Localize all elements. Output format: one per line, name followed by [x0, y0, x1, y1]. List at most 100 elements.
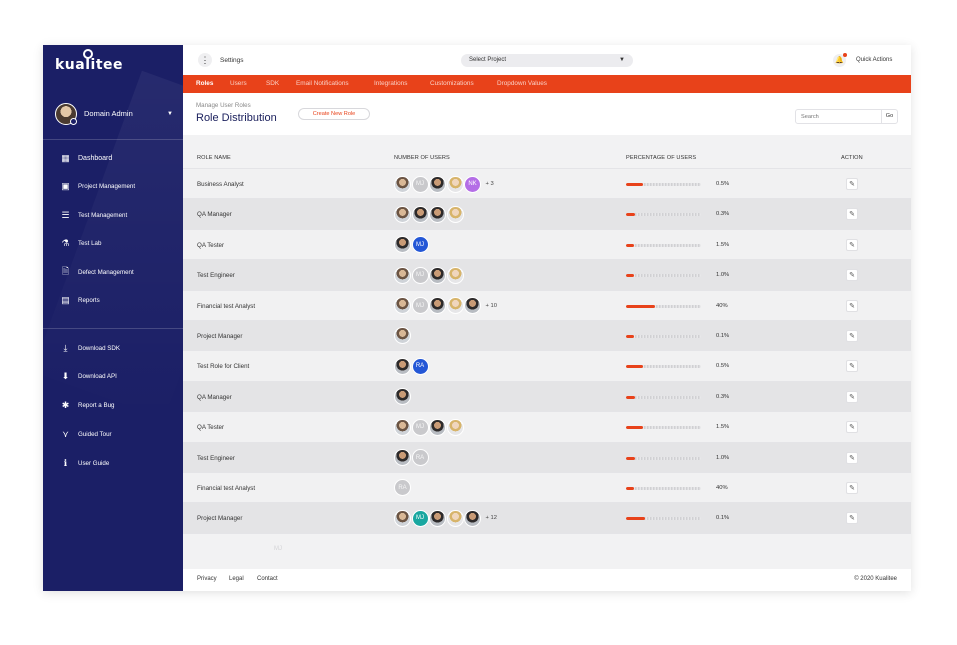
- privacy-link[interactable]: Privacy: [197, 576, 217, 582]
- table-row: Test Role for Client RA 0.5% ✎: [183, 351, 911, 382]
- tab-sdk[interactable]: SDK: [266, 80, 280, 87]
- sidebar-item-test-lab[interactable]: ⚗ Test Lab: [60, 237, 101, 251]
- avatar[interactable]: [394, 175, 411, 193]
- avatar[interactable]: RA: [411, 449, 429, 467]
- tab-email-notifications[interactable]: Email Notifications: [296, 80, 349, 87]
- edit-icon[interactable]: ✎: [846, 421, 858, 434]
- avatar[interactable]: [429, 205, 446, 223]
- edit-icon[interactable]: ✎: [846, 360, 858, 373]
- avatar[interactable]: MJ: [411, 418, 429, 436]
- edit-icon[interactable]: ✎: [846, 512, 858, 525]
- go-button[interactable]: Go: [881, 110, 897, 123]
- avatar[interactable]: [394, 509, 411, 527]
- contact-link[interactable]: Contact: [257, 576, 278, 582]
- avatar[interactable]: RA: [411, 357, 429, 375]
- avatar[interactable]: [429, 297, 446, 315]
- avatar[interactable]: [429, 509, 446, 527]
- edit-icon[interactable]: ✎: [846, 329, 858, 342]
- percentage-bar-fill: [626, 486, 634, 490]
- user-avatars: RA: [394, 357, 429, 375]
- avatar[interactable]: MJ: [411, 297, 429, 315]
- avatar[interactable]: [394, 449, 411, 467]
- avatar[interactable]: [394, 357, 411, 375]
- sidebar-item-label: Reports: [78, 297, 100, 304]
- tab-roles[interactable]: Roles: [196, 80, 214, 87]
- table-row: Financial test Analyst MJ + 10 40% ✎: [183, 290, 911, 321]
- tab-customizations[interactable]: Customizations: [430, 80, 474, 87]
- search-input[interactable]: [796, 110, 881, 123]
- project-select[interactable]: Select Project ▼: [461, 54, 633, 67]
- kualitee-logo[interactable]: kualitee: [55, 49, 123, 73]
- avatar[interactable]: [394, 327, 411, 345]
- edit-icon[interactable]: ✎: [846, 451, 858, 464]
- sidebar-divider: [43, 328, 183, 329]
- edit-icon[interactable]: ✎: [846, 178, 858, 190]
- user-menu[interactable]: Domain Admin ▼: [55, 103, 173, 125]
- sidebar-item-download-api[interactable]: ⬇ Download API: [60, 370, 117, 384]
- column-header-action: ACTION: [841, 155, 863, 161]
- avatar[interactable]: [394, 388, 411, 406]
- avatar[interactable]: [464, 297, 481, 315]
- avatar[interactable]: [429, 418, 446, 436]
- sidebar-item-dashboard[interactable]: ▦ Dashboard: [60, 151, 112, 165]
- edit-icon[interactable]: ✎: [846, 238, 858, 251]
- avatar[interactable]: [446, 205, 464, 223]
- percentage-value: 1.5%: [716, 424, 730, 431]
- sidebar-item-label: Report a Bug: [78, 402, 115, 410]
- quick-actions-button[interactable]: Quick Actions: [856, 57, 893, 63]
- breadcrumb[interactable]: Manage User Roles: [196, 102, 251, 109]
- avatar[interactable]: [446, 175, 464, 193]
- avatar[interactable]: [446, 509, 464, 527]
- sidebar: kualitee Domain Admin ▼ ▦ Dashboard ▣ Proje…: [43, 45, 183, 591]
- edit-icon[interactable]: ✎: [846, 481, 858, 494]
- avatar[interactable]: RA: [394, 479, 411, 497]
- avatar[interactable]: NK: [464, 175, 481, 193]
- avatar[interactable]: [394, 236, 411, 254]
- sidebar-item-report-a-bug[interactable]: ✱ Report a Bug: [60, 399, 115, 413]
- edit-icon[interactable]: ✎: [846, 208, 858, 221]
- avatar[interactable]: [429, 175, 446, 193]
- bell-icon[interactable]: 🔔: [833, 54, 846, 67]
- edit-icon[interactable]: ✎: [846, 390, 858, 403]
- avatar[interactable]: MJ: [411, 509, 429, 527]
- avatar[interactable]: MJ: [411, 175, 429, 193]
- user-avatars: MJ + 10: [394, 297, 497, 315]
- role-name: QA Manager: [197, 211, 232, 219]
- avatar[interactable]: [429, 266, 446, 284]
- edit-icon[interactable]: ✎: [846, 299, 858, 312]
- sidebar-item-download-sdk[interactable]: ⤓ Download SDK: [60, 341, 120, 355]
- avatar[interactable]: [446, 266, 464, 284]
- create-new-role-button[interactable]: Create New Role: [298, 108, 370, 120]
- avatar[interactable]: MJ: [411, 266, 429, 284]
- sidebar-item-guided-tour[interactable]: ⋎ Guided Tour: [60, 427, 111, 441]
- table-row: Project Manager 0.1% ✎: [183, 320, 911, 352]
- avatar[interactable]: [394, 266, 411, 284]
- user-avatars: RA: [394, 479, 412, 497]
- more-options-icon[interactable]: ⋮: [198, 53, 212, 67]
- sidebar-item-project-management[interactable]: ▣ Project Management: [60, 180, 135, 194]
- sidebar-item-test-management[interactable]: ☰ Test Management: [60, 208, 127, 222]
- tab-users[interactable]: Users: [230, 80, 247, 87]
- legal-link[interactable]: Legal: [229, 576, 244, 582]
- sidebar-item-user-guide[interactable]: ℹ User Guide: [60, 456, 110, 470]
- avatar[interactable]: [446, 418, 464, 436]
- avatar[interactable]: [411, 205, 429, 223]
- sidebar-item-reports[interactable]: ▤ Reports: [60, 294, 100, 308]
- edit-icon[interactable]: ✎: [846, 269, 858, 282]
- avatar[interactable]: MJ: [411, 236, 429, 254]
- avatar[interactable]: [464, 509, 481, 527]
- tab-dropdown-values[interactable]: Dropdown Values: [497, 80, 547, 87]
- avatar[interactable]: [394, 297, 411, 315]
- avatar[interactable]: [394, 418, 411, 436]
- user-name: Domain Admin: [84, 109, 133, 118]
- sidebar-item-defect-management[interactable]: 🗎 Defect Management: [60, 265, 134, 279]
- user-avatars: [394, 388, 412, 406]
- table-row: Test Engineer MJ 1.0% ✎: [183, 260, 911, 291]
- avatar[interactable]: [446, 297, 464, 315]
- tab-integrations[interactable]: Integrations: [374, 80, 408, 87]
- settings-tabs: Roles Users SDK Email Notifications Integrat…: [183, 75, 911, 93]
- percentage-value: 0.5%: [716, 363, 730, 370]
- avatar[interactable]: [394, 205, 411, 223]
- role-name: Business Analyst: [197, 181, 244, 188]
- percentage-bar-fill: [626, 517, 645, 521]
